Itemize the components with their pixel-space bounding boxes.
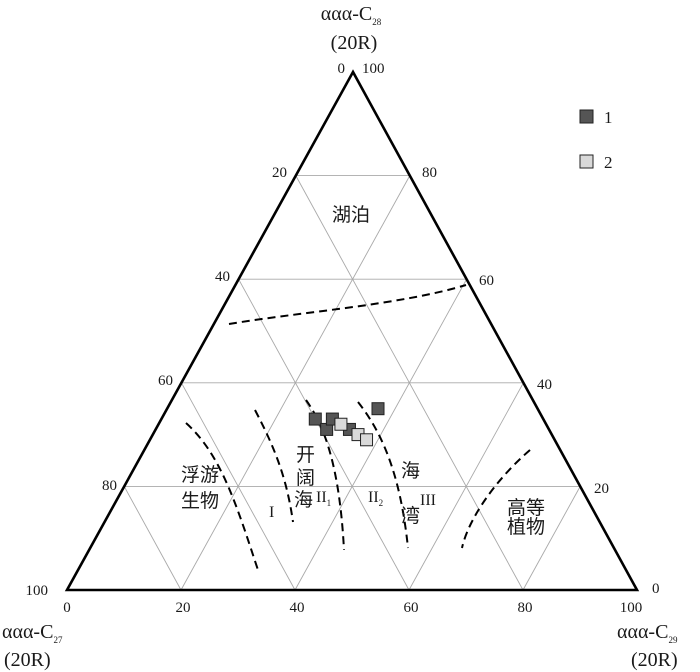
- boundary-dashed-line: [228, 284, 467, 325]
- region-bay-label: 湾: [401, 505, 420, 527]
- grid-line: [522, 486, 581, 591]
- boundary-dashed-line: [185, 422, 259, 571]
- region-open-sea-label: 阔: [296, 467, 315, 489]
- left-tick-label: 80: [102, 478, 117, 494]
- data-point-series-1: [308, 412, 322, 426]
- region-open-sea-label: 开: [296, 445, 315, 466]
- legend-label-2: 2: [604, 153, 613, 172]
- legend: 1 2: [579, 108, 613, 172]
- right-tick-label: 80: [422, 165, 437, 181]
- grid-line: [294, 278, 467, 591]
- left-axis-config: (20R): [4, 649, 51, 671]
- right-axis-config: (20R): [631, 649, 678, 671]
- triangle-outline: [64, 69, 640, 592]
- boundary-dashed-line: [305, 399, 345, 551]
- zone-label-I: I: [269, 504, 274, 521]
- zone-label-II1: II1: [316, 489, 331, 508]
- top-axis-config: (20R): [331, 32, 378, 54]
- right-tick-label: 40: [537, 377, 552, 393]
- boundary-dashed-line: [461, 449, 531, 549]
- region-higher-plants-label: 高等: [507, 497, 545, 519]
- legend-label-1: 1: [604, 108, 613, 127]
- right-tick-label: 60: [479, 273, 494, 289]
- left-tick-label: 0: [338, 61, 346, 77]
- data-point-series-2: [360, 433, 374, 447]
- zone-label-III: III: [420, 492, 436, 509]
- left-tick-label: 40: [215, 269, 230, 285]
- region-plankton-label: 浮游: [181, 464, 219, 486]
- left-axis-title: ααα-C27: [2, 621, 63, 645]
- boundary-dashed-line: [357, 401, 409, 549]
- bottom-tick-label: 80: [518, 600, 533, 616]
- bottom-tick-label: 60: [404, 600, 419, 616]
- zone-label-II2: II2: [368, 489, 383, 508]
- bottom-tick-label: 0: [63, 600, 71, 616]
- boundary-dashed-line: [254, 409, 294, 523]
- region-plankton-label: 生物: [181, 490, 219, 512]
- left-tick-label: 20: [272, 165, 287, 181]
- bottom-tick-label: 100: [620, 600, 643, 616]
- region-bay-label: 海: [401, 460, 420, 482]
- boundary-lines: [185, 284, 531, 571]
- right-tick-label: 20: [594, 481, 609, 497]
- data-points: [308, 402, 385, 447]
- right-tick-label: 100: [362, 61, 385, 77]
- region-lake-label: 湖泊: [332, 204, 370, 226]
- bottom-tick-label: 20: [176, 600, 191, 616]
- region-open-sea-label: 海: [294, 489, 313, 511]
- data-point-series-2: [334, 417, 348, 431]
- right-axis-title: ααα-C29: [617, 621, 678, 645]
- legend-swatch-2: [579, 154, 594, 169]
- data-point-series-1: [371, 402, 385, 416]
- legend-swatch-1: [579, 109, 594, 124]
- right-tick-label: 0: [652, 581, 660, 597]
- region-higher-plants-label: 植物: [507, 516, 545, 538]
- left-tick-label: 100: [26, 583, 49, 599]
- grid-line: [123, 486, 182, 591]
- grid-line: [408, 382, 524, 591]
- left-tick-label: 60: [158, 373, 173, 389]
- bottom-tick-label: 40: [290, 600, 305, 616]
- grid-line: [181, 382, 296, 591]
- top-axis-title: ααα-C28: [321, 3, 382, 27]
